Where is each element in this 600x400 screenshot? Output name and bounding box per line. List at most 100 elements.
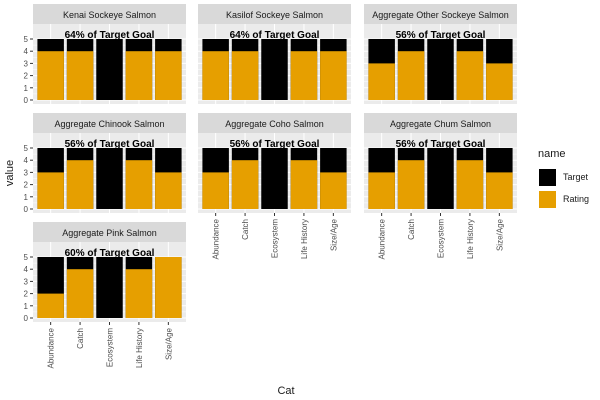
bar-rating [155,51,182,100]
bar-rating [231,160,259,209]
bar-target [427,39,454,100]
bar-rating [202,172,229,209]
bar-rating [37,293,64,318]
x-tick-label: Abundance [378,218,387,259]
x-tick-label: Size/Age [495,218,504,251]
panel-annotation: 56% of Target Goal [396,30,486,41]
bar-target [427,148,454,209]
facet-strip [33,222,186,242]
y-tick-label: 3 [24,59,29,68]
y-tick-label: 2 [24,290,29,299]
bar-rating [125,51,153,100]
x-tick-label: Catch [407,219,416,240]
bar-rating [66,160,94,209]
facet-panel: Aggregate Coho Salmon 56% of Target Goal A… [198,113,351,259]
facet-panel: Aggregate Pink Salmon 60% of Target Goal 0… [24,222,186,368]
panel-annotation: 56% of Target Goal [230,139,320,150]
x-tick-label: Life History [300,219,309,259]
bar-rating [125,269,153,318]
y-tick-label: 4 [24,265,29,274]
y-tick-label: 5 [24,35,29,44]
bar-rating [368,172,395,209]
bar-target [261,148,288,209]
legend: name Target Rating [538,148,600,210]
bar-rating [290,51,318,100]
y-tick-label: 3 [24,277,29,286]
y-tick-label: 5 [24,144,29,153]
facet-strip-title: Aggregate Other Sockeye Salmon [372,10,509,20]
y-tick-label: 0 [24,314,29,323]
facet-strip-title: Aggregate Chinook Salmon [54,119,164,129]
x-tick-label: Catch [76,328,85,349]
panel-annotation: 56% of Target Goal [396,139,486,150]
x-tick-label: Abundance [47,327,56,368]
x-tick-label: Ecosystem [437,219,446,258]
y-tick-label: 1 [24,84,29,93]
bar-target [261,39,288,100]
x-tick-label: Life History [466,219,475,259]
bar-rating [320,172,347,209]
bar-rating [155,257,182,318]
legend-item-target: Target [538,166,600,188]
legend-label-rating: Rating [563,194,590,204]
x-tick-label: Size/Age [164,327,173,360]
bar-rating [155,172,182,209]
facet-panel: Kenai Sockeye Salmon 64% of Target Goal 0 1… [24,4,186,105]
panel-annotation: 56% of Target Goal [65,139,155,150]
x-axis-label: Cat [277,385,294,397]
facet-strip [364,113,517,133]
bar-target [96,148,123,209]
bar-rating [37,51,64,100]
legend-label-target: Target [563,172,589,182]
facet-strip-title: Kenai Sockeye Salmon [63,10,156,20]
bar-rating [397,51,425,100]
bar-rating [456,51,484,100]
panel-annotation: 60% of Target Goal [65,248,155,259]
legend-key-rating [538,189,557,209]
bar-target [96,257,123,318]
bar-rating [202,51,229,100]
bar-rating [456,160,484,209]
bar-rating [320,51,347,100]
bar-rating [486,63,513,100]
y-tick-label: 2 [24,181,29,190]
bar-rating [231,51,259,100]
x-tick-label: Ecosystem [106,328,115,367]
x-tick-label: Ecosystem [271,219,280,258]
x-tick-label: Abundance [212,218,221,259]
facet-strip-title: Kasilof Sockeye Salmon [226,10,323,20]
bar-rating [486,172,513,209]
facet-strip [33,4,186,24]
legend-item-rating: Rating [538,188,600,210]
x-tick-label: Catch [241,219,250,240]
x-tick-label: Size/Age [329,218,338,251]
facet-panel: Aggregate Chinook Salmon 56% of Target Go… [24,113,186,214]
y-tick-label: 0 [24,96,29,105]
bar-rating [66,51,94,100]
y-tick-label: 4 [24,156,29,165]
facet-strip-title: Aggregate Coho Salmon [225,119,324,129]
bar-rating [290,160,318,209]
y-tick-label: 1 [24,193,29,202]
x-tick-label: Life History [135,328,144,368]
facet-panel: Kasilof Sockeye Salmon 64% of Target Goal [198,4,351,104]
panel-annotation: 64% of Target Goal [230,30,320,41]
y-tick-label: 4 [24,47,29,56]
bar-rating [66,269,94,318]
legend-key-target [538,167,557,187]
y-tick-label: 5 [24,253,29,262]
y-tick-label: 0 [24,205,29,214]
legend-title: name [538,148,566,160]
bar-rating [368,63,395,100]
bar-rating [125,160,153,209]
y-tick-label: 3 [24,168,29,177]
facet-panel: Aggregate Chum Salmon 56% of Target Goal A… [364,113,517,259]
facet-strip-title: Aggregate Chum Salmon [390,119,491,129]
bar-rating [397,160,425,209]
facet-strip [33,113,186,133]
facet-strip [364,4,517,24]
facet-strip [198,4,351,24]
bar-target [96,39,123,100]
panel-annotation: 64% of Target Goal [65,30,155,41]
